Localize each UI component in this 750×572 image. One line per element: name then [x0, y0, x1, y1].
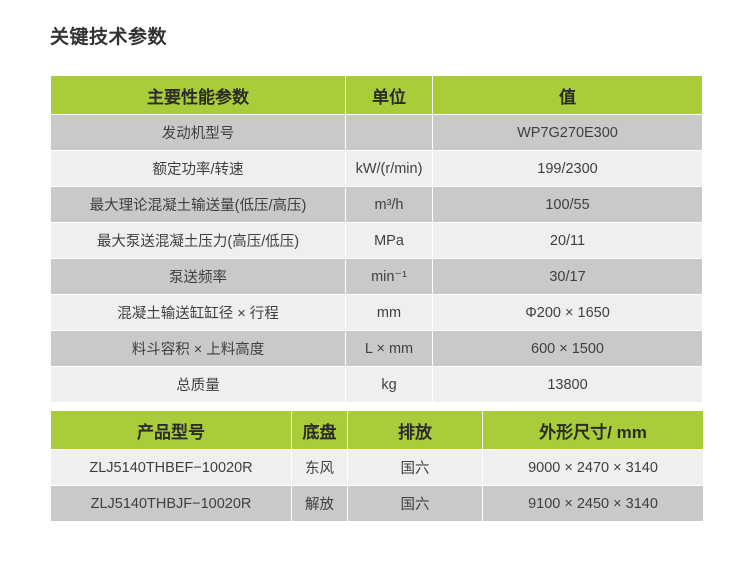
models-header-row: 产品型号 底盘 排放 外形尺寸/ mm — [51, 411, 703, 449]
header-parameter: 主要性能参数 — [51, 76, 345, 114]
cell-unit: m³/h — [346, 187, 432, 222]
main-spec-table: 主要性能参数 单位 值 发动机型号 WP7G270E300 额定功率/转速 kW… — [50, 75, 703, 403]
cell-value: WP7G270E300 — [433, 115, 702, 150]
cell-value: 600 × 1500 — [433, 331, 702, 366]
cell-chassis: 东风 — [292, 450, 347, 485]
cell-parameter: 发动机型号 — [51, 115, 345, 150]
table-header-row: 主要性能参数 单位 值 — [51, 76, 702, 114]
cell-unit: L × mm — [346, 331, 432, 366]
cell-unit: mm — [346, 295, 432, 330]
cell-dimensions: 9100 × 2450 × 3140 — [483, 486, 703, 521]
cell-unit: MPa — [346, 223, 432, 258]
cell-unit — [346, 115, 432, 150]
header-chassis: 底盘 — [292, 411, 347, 449]
models-row: ZLJ5140THBEF−10020R 东风 国六 9000 × 2470 × … — [51, 450, 703, 485]
table-row: 额定功率/转速 kW/(r/min) 199/2300 — [51, 151, 702, 186]
header-dimensions: 外形尺寸/ mm — [483, 411, 703, 449]
cell-value: 20/11 — [433, 223, 702, 258]
cell-dimensions: 9000 × 2470 × 3140 — [483, 450, 703, 485]
cell-value: 30/17 — [433, 259, 702, 294]
cell-emission: 国六 — [348, 486, 482, 521]
table-row: 泵送频率 min⁻¹ 30/17 — [51, 259, 702, 294]
header-value: 值 — [433, 76, 702, 114]
table-row: 发动机型号 WP7G270E300 — [51, 115, 702, 150]
table-row: 总质量 kg 13800 — [51, 367, 702, 402]
cell-unit: kW/(r/min) — [346, 151, 432, 186]
cell-chassis: 解放 — [292, 486, 347, 521]
cell-emission: 国六 — [348, 450, 482, 485]
cell-parameter: 料斗容积 × 上料高度 — [51, 331, 345, 366]
page-title: 关键技术参数 — [50, 27, 168, 48]
cell-unit: kg — [346, 367, 432, 402]
cell-model: ZLJ5140THBJF−10020R — [51, 486, 291, 521]
models-table: 产品型号 底盘 排放 外形尺寸/ mm ZLJ5140THBEF−10020R … — [50, 410, 704, 522]
cell-model: ZLJ5140THBEF−10020R — [51, 450, 291, 485]
header-model: 产品型号 — [51, 411, 291, 449]
cell-parameter: 最大泵送混凝土压力(高压/低压) — [51, 223, 345, 258]
models-row: ZLJ5140THBJF−10020R 解放 国六 9100 × 2450 × … — [51, 486, 703, 521]
cell-parameter: 泵送频率 — [51, 259, 345, 294]
header-unit: 单位 — [346, 76, 432, 114]
cell-value: 100/55 — [433, 187, 702, 222]
cell-parameter: 总质量 — [51, 367, 345, 402]
cell-value: 13800 — [433, 367, 702, 402]
table-row: 混凝土输送缸缸径 × 行程 mm Φ200 × 1650 — [51, 295, 702, 330]
cell-value: 199/2300 — [433, 151, 702, 186]
cell-parameter: 额定功率/转速 — [51, 151, 345, 186]
cell-unit: min⁻¹ — [346, 259, 432, 294]
cell-value: Φ200 × 1650 — [433, 295, 702, 330]
table-row: 最大理论混凝土输送量(低压/高压) m³/h 100/55 — [51, 187, 702, 222]
cell-parameter: 混凝土输送缸缸径 × 行程 — [51, 295, 345, 330]
table-row: 料斗容积 × 上料高度 L × mm 600 × 1500 — [51, 331, 702, 366]
header-emission: 排放 — [348, 411, 482, 449]
cell-parameter: 最大理论混凝土输送量(低压/高压) — [51, 187, 345, 222]
table-row: 最大泵送混凝土压力(高压/低压) MPa 20/11 — [51, 223, 702, 258]
